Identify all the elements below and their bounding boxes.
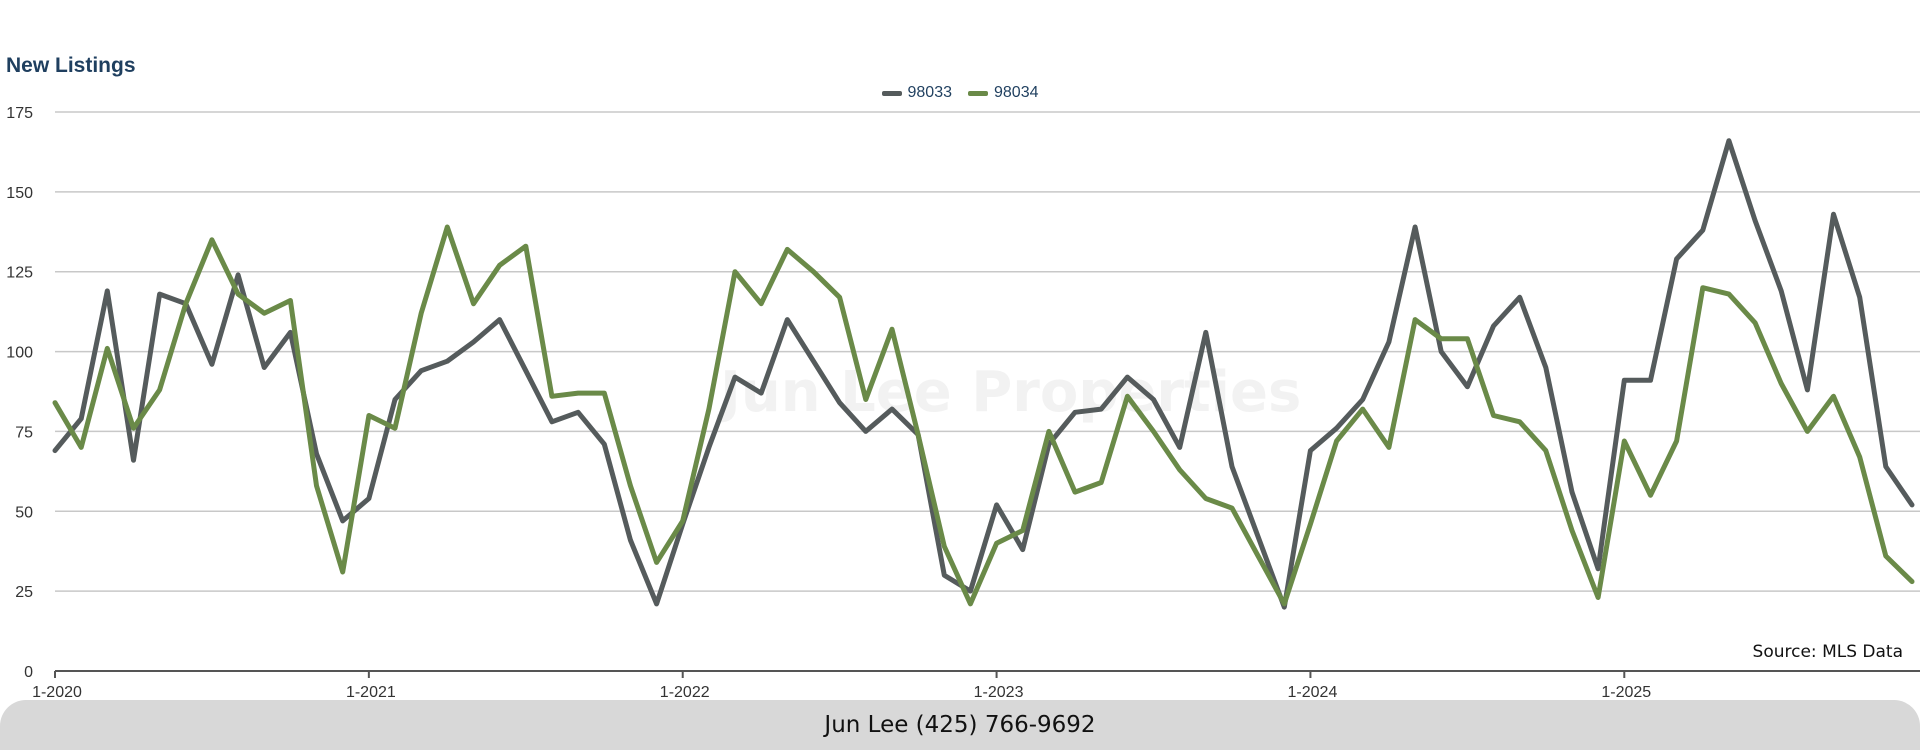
series-line-98034 xyxy=(52,224,1915,607)
x-axis: 1-2020 1-2021 1-2022 1-2023 1-2024 1-2025 xyxy=(32,670,1920,700)
legend: 98033 98034 xyxy=(0,84,1920,102)
y-tick-label-125: 125 xyxy=(6,265,33,282)
x-tick-label-1-2022: 1-2022 xyxy=(660,684,710,700)
y-tick-label-25: 25 xyxy=(15,584,33,601)
x-tick-label-1-2024: 1-2024 xyxy=(1288,684,1338,700)
legend-label-98034: 98034 xyxy=(994,84,1039,101)
y-tick-label-100: 100 xyxy=(6,345,33,362)
y-tick-label-0: 0 xyxy=(24,664,33,681)
footer-bar: Jun Lee (425) 766-9692 xyxy=(0,700,1920,750)
x-tick-label-1-2021: 1-2021 xyxy=(346,684,396,700)
chart-title: New Listings xyxy=(6,54,136,77)
x-tick-label-1-2023: 1-2023 xyxy=(974,684,1024,700)
legend-swatch-98033 xyxy=(881,90,902,96)
x-tick-label-1-2020: 1-2020 xyxy=(32,684,82,700)
x-tick-label-1-2025: 1-2025 xyxy=(1601,684,1651,700)
y-axis-ticks: 0 25 50 75 100 125 150 175 xyxy=(6,105,33,681)
legend-swatch-98034 xyxy=(968,90,988,96)
series-line-98033 xyxy=(52,138,1915,610)
source-note: Source: MLS Data xyxy=(1752,642,1903,662)
y-tick-label-75: 75 xyxy=(15,424,33,441)
footer-contact: Jun Lee (425) 766-9692 xyxy=(824,712,1096,738)
y-tick-label-175: 175 xyxy=(6,105,33,122)
gridlines xyxy=(55,111,1920,592)
legend-item-98033[interactable]: 98033 xyxy=(881,84,953,102)
series-lines xyxy=(52,138,1915,610)
legend-item-98034[interactable]: 98034 xyxy=(968,84,1039,102)
y-tick-label-50: 50 xyxy=(15,504,33,521)
y-tick-label-150: 150 xyxy=(6,185,33,202)
legend-label-98033: 98033 xyxy=(907,84,953,101)
